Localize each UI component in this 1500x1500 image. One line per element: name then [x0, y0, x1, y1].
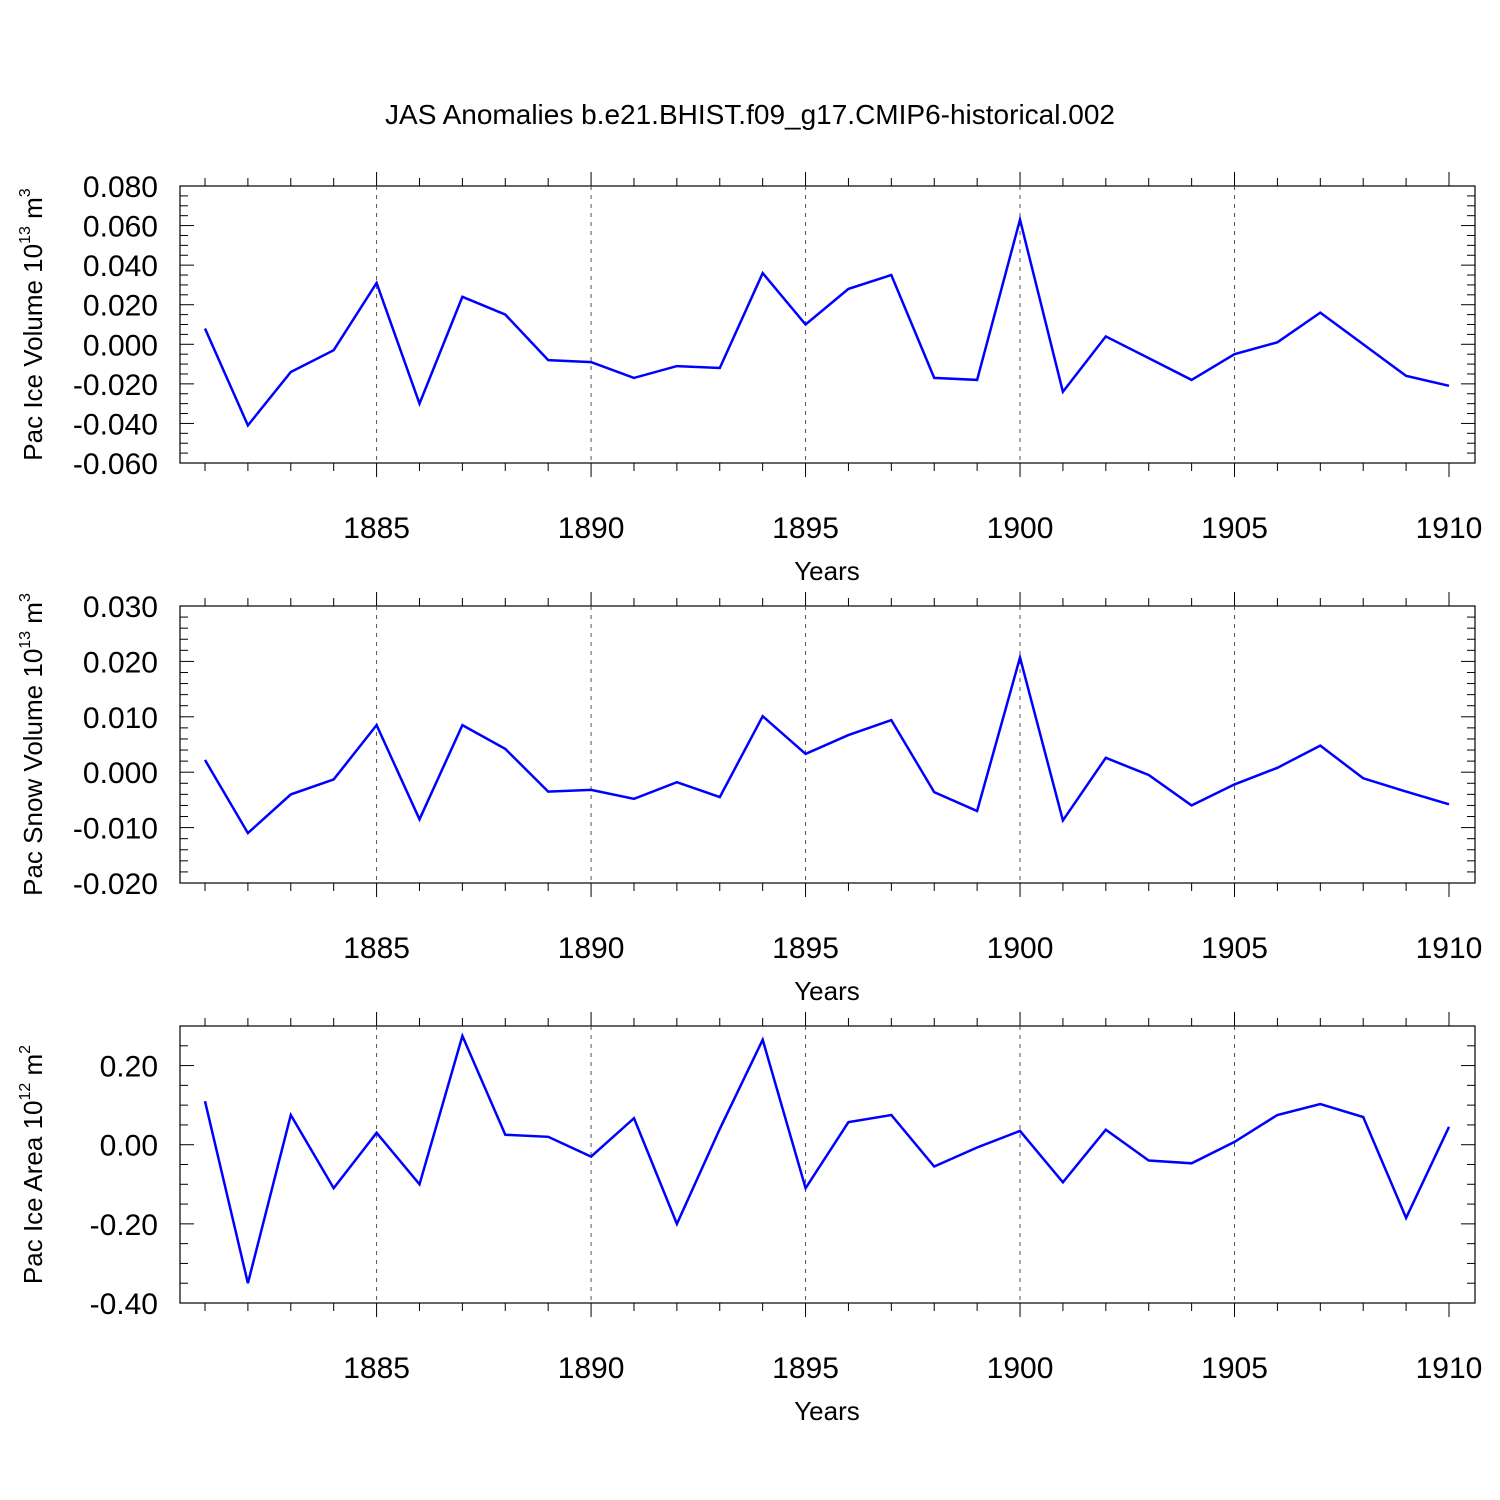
x-tick-label: 1885 — [343, 932, 410, 965]
plot-frame — [179, 605, 1476, 884]
x-tick-label: 1910 — [1416, 512, 1483, 545]
chart-title: JAS Anomalies b.e21.BHIST.f09_g17.CMIP6-… — [385, 99, 1115, 130]
y-axis-title-main: Pac Ice Volume 10 — [18, 244, 48, 461]
y-axis-title-unit-exponent: 3 — [17, 593, 34, 602]
series-line — [203, 652, 1450, 836]
y-axis-title-exponent: 13 — [17, 226, 34, 244]
panels: 1885 1890 1895 1900 1905 1910 Years -0.060 -0.04… — [17, 171, 1482, 1426]
y-axis-title-unit-exponent: 3 — [17, 188, 34, 197]
y-axis-title-unit: m — [18, 197, 48, 226]
y-axis-title: Pac Ice Area 1012 m2 — [17, 1045, 48, 1284]
plot-frame — [179, 185, 1476, 464]
chart-panel-2: 1885 1890 1895 1900 1905 1910 Years -0.020 -0.01… — [17, 591, 1482, 1006]
y-tick-label: 0.000 — [83, 757, 158, 790]
x-tick-label: 1895 — [772, 512, 839, 545]
plot-frame — [179, 1025, 1476, 1304]
x-tick-label: 1890 — [558, 1352, 625, 1385]
y-tick-label: 0.20 — [100, 1051, 158, 1084]
x-tick-label: 1905 — [1201, 512, 1268, 545]
y-axis-title: Pac Ice Volume 1013 m3 — [17, 188, 48, 461]
y-tick-label: 0.060 — [83, 211, 158, 244]
x-axis-title: Years — [794, 1396, 860, 1426]
y-tick-label: -0.040 — [73, 408, 158, 441]
y-tick-label: -0.020 — [73, 369, 158, 402]
y-tick-label: 0.030 — [83, 591, 158, 624]
y-tick-label: 0.00 — [100, 1130, 158, 1163]
y-axis-title-unit-exponent: 2 — [17, 1045, 34, 1054]
x-tick-label: 1885 — [343, 1352, 410, 1385]
y-tick-label: -0.40 — [90, 1288, 158, 1321]
x-tick-label: 1900 — [987, 512, 1054, 545]
y-tick-label: 0.040 — [83, 250, 158, 283]
y-tick-label: -0.020 — [73, 868, 158, 901]
y-axis-title-main: Pac Ice Area 10 — [18, 1101, 48, 1285]
x-tick-label: 1895 — [772, 1352, 839, 1385]
chart-panel-3: 1885 1890 1895 1900 1905 1910 Years -0.40 -0.20 0… — [17, 1012, 1482, 1426]
x-tick-label: 1905 — [1201, 932, 1268, 965]
y-tick-label: 0.010 — [83, 702, 158, 735]
y-axis-title-exponent: 12 — [17, 1083, 34, 1101]
y-axis-title: Pac Snow Volume 1013 m3 — [17, 593, 48, 896]
x-tick-label: 1905 — [1201, 1352, 1268, 1385]
y-axis-title-unit: m — [18, 602, 48, 631]
x-tick-label: 1890 — [558, 932, 625, 965]
x-tick-label: 1910 — [1416, 1352, 1483, 1385]
series-line — [203, 214, 1450, 428]
chart-panel-1: 1885 1890 1895 1900 1905 1910 Years -0.060 -0.04… — [17, 171, 1482, 586]
y-tick-label: 0.080 — [83, 171, 158, 204]
y-axis-title-exponent: 13 — [17, 631, 34, 649]
x-tick-label: 1900 — [987, 932, 1054, 965]
y-axis-title-unit: m — [18, 1054, 48, 1083]
y-tick-label: 0.000 — [83, 329, 158, 362]
y-axis-title-main: Pac Snow Volume 10 — [18, 649, 48, 896]
x-tick-label: 1900 — [987, 1352, 1054, 1385]
y-tick-label: -0.20 — [90, 1209, 158, 1242]
y-tick-label: -0.060 — [73, 448, 158, 481]
x-tick-label: 1895 — [772, 932, 839, 965]
y-tick-label: 0.020 — [83, 646, 158, 679]
y-tick-label: -0.010 — [73, 813, 158, 846]
series-line — [203, 1032, 1451, 1284]
y-tick-label: 0.020 — [83, 290, 158, 323]
x-tick-label: 1890 — [558, 512, 625, 545]
x-axis-title: Years — [794, 556, 860, 586]
x-tick-label: 1885 — [343, 512, 410, 545]
x-tick-label: 1910 — [1416, 932, 1483, 965]
x-axis-title: Years — [794, 976, 860, 1006]
